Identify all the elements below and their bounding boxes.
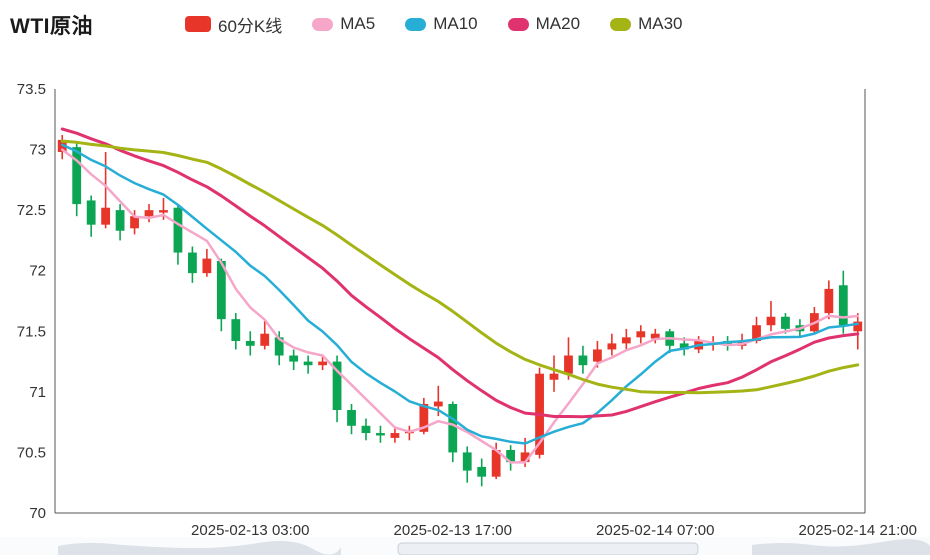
candle-body xyxy=(318,361,327,366)
candle-body xyxy=(621,337,631,344)
x-axis-label: 2025-02-14 21:00 xyxy=(799,522,917,537)
kline-chart[interactable]: 70 70.5 71 71.5 72 72.5 73 73.5 2025-02-13 03:00… xyxy=(0,0,930,537)
legend-label-ma10: MA10 xyxy=(433,14,478,33)
candle-body xyxy=(636,331,646,338)
legend-label-ma5: MA5 xyxy=(340,14,376,33)
candle-body xyxy=(564,355,573,374)
candle-body xyxy=(838,285,848,326)
legend-item-ma5[interactable]: MA5 xyxy=(312,14,375,34)
datazoom-strip[interactable] xyxy=(0,537,930,556)
candle-body xyxy=(159,210,168,213)
legend-item-ma20[interactable]: MA20 xyxy=(507,14,581,34)
legend-marker-ma10 xyxy=(405,17,427,31)
candle-body xyxy=(347,410,356,426)
candle-body xyxy=(260,333,270,346)
ma-line-ma5 xyxy=(60,148,860,464)
candle-body xyxy=(130,216,139,229)
y-axis-label: 71.5 xyxy=(17,323,46,340)
candle-body xyxy=(766,316,776,326)
candle-body xyxy=(419,403,429,432)
candle-body xyxy=(115,210,125,231)
candle-body xyxy=(853,321,863,332)
legend: 60分K线 MA5 MA10 MA20 MA30 xyxy=(185,0,682,48)
y-axis-label: 73.5 xyxy=(17,81,46,98)
y-axis-label: 72.5 xyxy=(17,202,46,219)
candle-body xyxy=(173,207,183,253)
x-axis-label: 2025-02-13 03:00 xyxy=(191,522,309,537)
candle-body xyxy=(86,200,96,225)
candle-body xyxy=(650,333,660,339)
page-title: WTI原油 xyxy=(10,15,93,38)
preview-wave-left xyxy=(58,541,341,555)
candle-body xyxy=(607,343,617,350)
candle-body xyxy=(202,258,212,274)
candle-body xyxy=(231,319,241,341)
candle-body xyxy=(593,349,602,362)
candle-body xyxy=(477,466,487,477)
candle-body xyxy=(679,343,689,350)
candle-body xyxy=(101,207,111,225)
candle-body xyxy=(376,433,385,436)
ma-line-ma10 xyxy=(60,143,860,445)
legend-item-kline[interactable]: 60分K线 xyxy=(185,12,282,37)
candle-body xyxy=(491,450,501,477)
candle-body xyxy=(332,361,342,411)
legend-marker-kline xyxy=(185,16,211,32)
candle-body xyxy=(433,401,443,407)
ma-line-ma30 xyxy=(60,139,860,395)
ma-line-ma20 xyxy=(60,127,860,419)
candle-body xyxy=(781,316,790,329)
legend-marker-ma30 xyxy=(610,17,632,31)
candle-body xyxy=(361,425,371,434)
mini-chart-preview xyxy=(0,537,930,556)
candle-body xyxy=(144,210,154,217)
y-axis-label: 70.5 xyxy=(17,444,46,461)
candle-body xyxy=(462,452,472,471)
candle-body xyxy=(216,261,226,320)
x-axis-label: 2025-02-14 07:00 xyxy=(596,522,714,537)
candle-body xyxy=(245,340,255,346)
preview-wave-right xyxy=(752,539,930,555)
candle-body xyxy=(723,340,732,346)
candle-body xyxy=(506,450,516,463)
header: WTI原油 60分K线 MA5 MA10 MA20 MA30 xyxy=(0,0,930,48)
candle-body xyxy=(578,355,588,366)
legend-marker-ma5 xyxy=(312,17,334,31)
y-axis-label: 73 xyxy=(29,142,46,159)
y-axis-label: 71 xyxy=(29,384,46,401)
candle-body xyxy=(390,433,400,438)
legend-label-ma30: MA30 xyxy=(638,14,683,33)
candle-body xyxy=(549,373,559,380)
legend-item-ma10[interactable]: MA10 xyxy=(405,14,478,34)
y-axis-label: 70 xyxy=(29,505,46,522)
legend-label-ma20: MA20 xyxy=(535,14,581,33)
candle-body xyxy=(188,252,197,274)
candle-body xyxy=(448,403,458,453)
candle-body xyxy=(289,355,299,362)
candle-body xyxy=(303,361,313,366)
candle-body xyxy=(72,147,82,205)
x-axis-label: 2025-02-13 17:00 xyxy=(394,522,512,537)
legend-item-ma30[interactable]: MA30 xyxy=(610,14,682,34)
candle-body xyxy=(520,452,530,463)
legend-marker-ma20 xyxy=(507,17,529,31)
candle-body xyxy=(752,325,761,341)
preview-window[interactable] xyxy=(397,542,699,556)
candle-body xyxy=(824,288,834,314)
candle-body xyxy=(274,337,284,356)
y-axis-label: 72 xyxy=(29,263,46,280)
legend-label-kline: 60分K线 xyxy=(218,16,283,36)
